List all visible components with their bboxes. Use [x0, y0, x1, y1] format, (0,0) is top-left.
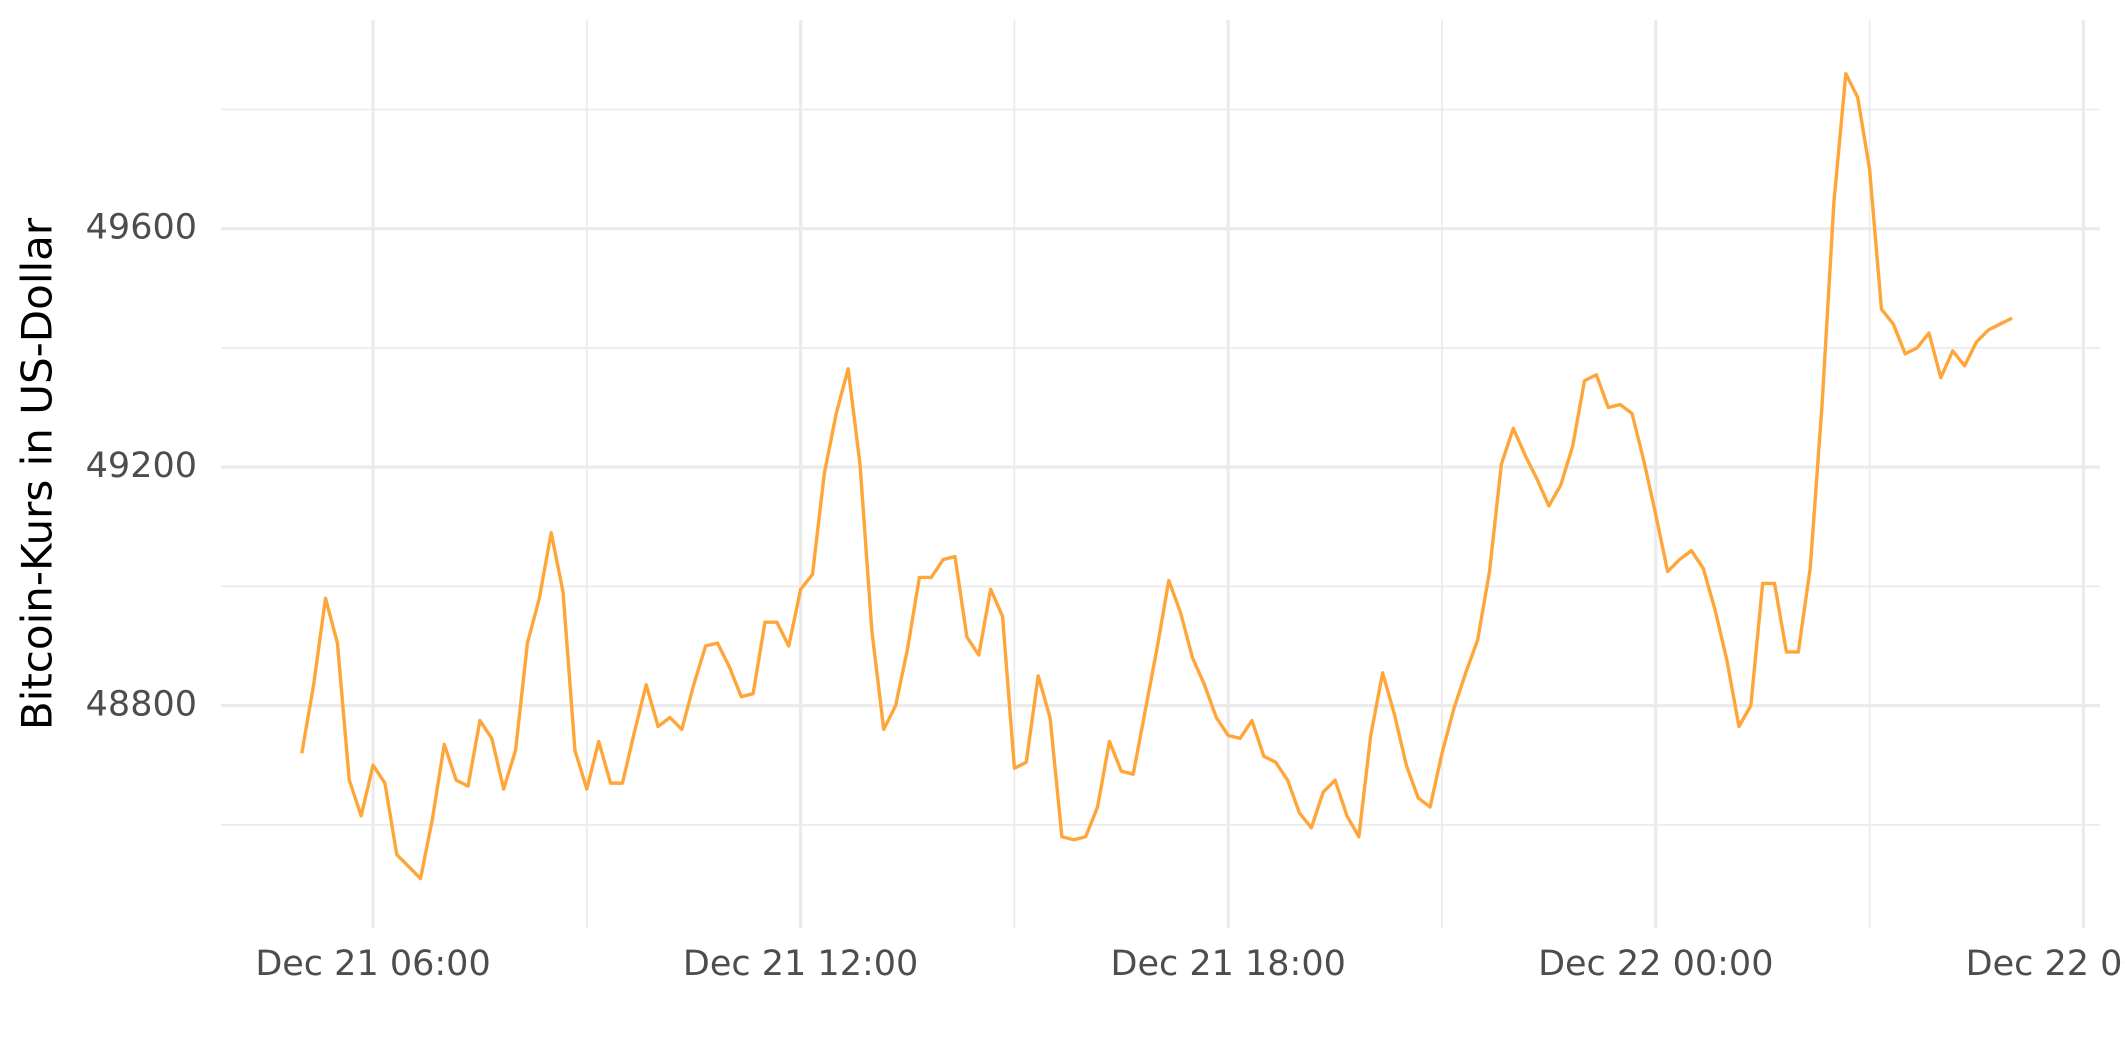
line — [300, 71, 2013, 881]
x-tick-label: Dec 21 06:00 — [255, 944, 490, 984]
x-tick-label: Dec 22 06:00 — [1966, 944, 2125, 984]
x-tick-label: Dec 22 00:00 — [1538, 944, 1773, 984]
y-axis-title: Bitcoin-Kurs in US-Dollar — [13, 217, 62, 730]
y-tick-label: 49200 — [86, 446, 197, 486]
y-tick-label: 49600 — [86, 208, 197, 248]
x-tick-label: Dec 21 12:00 — [683, 944, 918, 984]
y-tick-label: 48800 — [86, 685, 197, 725]
x-tick-label: Dec 21 18:00 — [1111, 944, 1346, 984]
